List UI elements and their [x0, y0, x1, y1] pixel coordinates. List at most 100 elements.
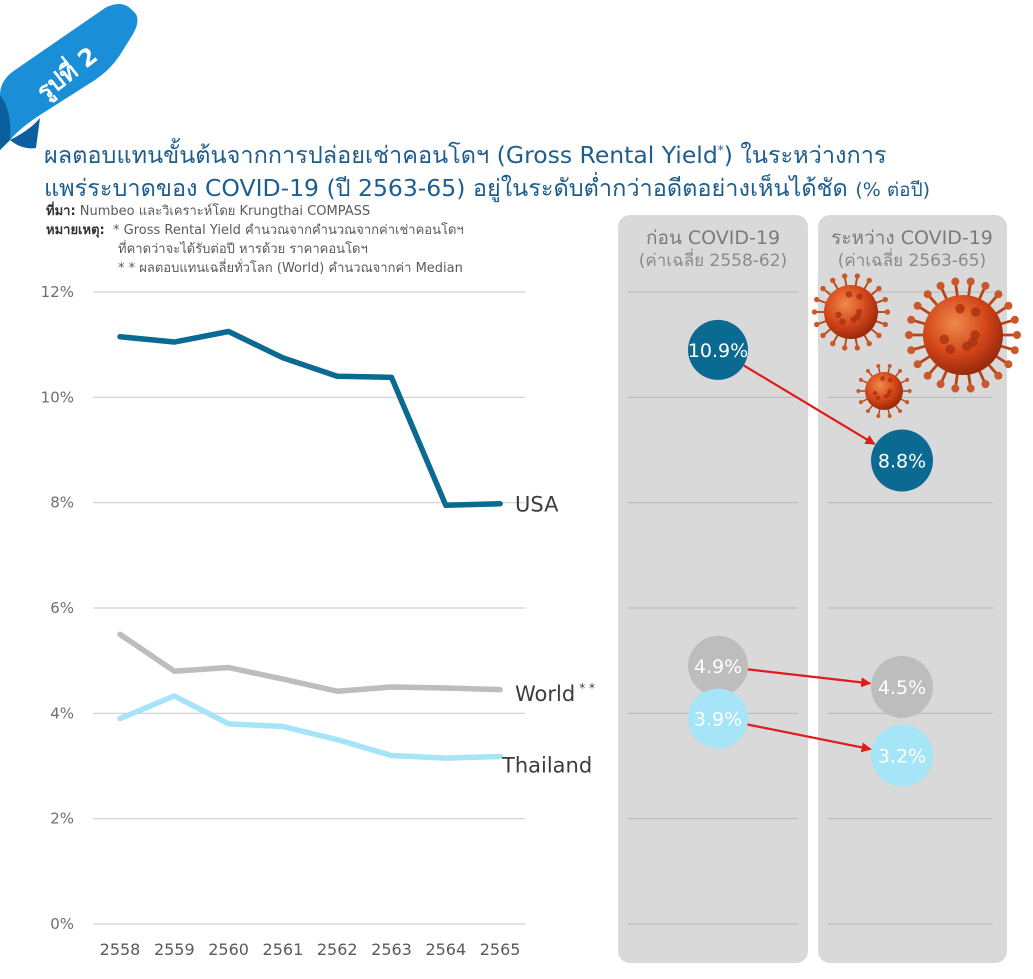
virus-spike-tip [905, 378, 909, 382]
virus-spike-tip [905, 331, 913, 339]
virus-spike-tip [907, 316, 915, 324]
virus-spike-tip [914, 360, 922, 368]
x-tick-label: 2560 [208, 940, 249, 959]
virus-spike-tip [994, 372, 1002, 380]
series-label-world: World * * [515, 681, 595, 706]
series-label-usa: USA [515, 493, 559, 517]
virus-spike-tip [885, 309, 890, 314]
virus-spot [876, 396, 881, 401]
virus-spike-tip [883, 297, 888, 302]
virus-spike-tip [898, 409, 902, 413]
virus-spike-tip [951, 278, 959, 286]
x-tick-label: 2565 [480, 940, 521, 959]
virus-spot [888, 378, 893, 383]
bubble-label-world-during: 4.5% [878, 677, 926, 699]
bubble-label-usa-before: 10.9% [688, 340, 748, 362]
virus-spike-tip [859, 378, 863, 382]
virus-spike-tip [888, 414, 892, 418]
virus-spike-tip [876, 364, 880, 368]
virus-spike-tip [937, 380, 945, 388]
virus-spike-tip [1013, 331, 1021, 339]
virus-spot [962, 342, 972, 352]
y-tick-label: 2% [50, 810, 74, 828]
virus-spot [971, 307, 981, 317]
virus-spike-tip [856, 389, 860, 393]
series-line-usa [120, 332, 500, 506]
virus-spike-tip [1011, 346, 1019, 354]
y-tick-label: 8% [50, 494, 74, 512]
x-tick-label: 2558 [100, 940, 141, 959]
virus-spike-tip [1004, 302, 1012, 310]
virus-spike-tip [1011, 316, 1019, 324]
virus-spike-tip [855, 273, 860, 278]
x-tick-label: 2563 [371, 940, 412, 959]
virus-spike-tip [994, 290, 1002, 298]
x-tick-label: 2559 [154, 940, 195, 959]
virus-spike-tip [937, 282, 945, 290]
virus-spike-tip [867, 341, 872, 346]
x-tick-label: 2561 [263, 940, 304, 959]
virus-spot [884, 394, 889, 399]
virus-spike-tip [967, 278, 975, 286]
virus-spike-tip [866, 369, 870, 373]
virus-spike-tip [842, 273, 847, 278]
chart-canvas: 0% 2% 4% 6% 8% 10% 12% 2558 2559 2560 2561 2562 256… [0, 0, 1033, 979]
virus-spike-tip [1004, 360, 1012, 368]
virus-spike-tip [907, 346, 915, 354]
virus-spike-tip [814, 297, 819, 302]
virus-spike-tip [905, 400, 909, 404]
virus-spike-tip [898, 369, 902, 373]
virus-spike-tip [876, 414, 880, 418]
series-line-thailand [120, 696, 500, 758]
virus-spike-tip [924, 372, 932, 380]
virus-spike-tip [908, 389, 912, 393]
bubble-label-world-before: 4.9% [694, 656, 742, 678]
virus-spot [846, 291, 852, 297]
series-line-world [120, 634, 500, 691]
virus-spike-tip [981, 282, 989, 290]
y-tick-label: 6% [50, 599, 74, 617]
virus-spike-tip [888, 364, 892, 368]
virus-spike-tip [820, 333, 825, 338]
virus-spot [945, 345, 955, 355]
virus-spike-tip [866, 409, 870, 413]
virus-spike-tip [812, 309, 817, 314]
virus-spot [955, 304, 965, 314]
virus-spike-tip [830, 278, 835, 283]
virus-spot [880, 376, 885, 381]
virus-spot [856, 293, 862, 299]
x-tick-label: 2564 [425, 940, 466, 959]
y-tick-label: 4% [50, 704, 74, 722]
virus-spike-tip [914, 302, 922, 310]
bubble-label-usa-during: 8.8% [878, 451, 926, 473]
virus-spot [873, 391, 878, 396]
panel-before-subtitle: (ค่าเฉลี่ย 2558-62) [639, 248, 787, 271]
virus-spot [835, 312, 841, 318]
virus-spike-tip [876, 333, 881, 338]
y-tick-label: 0% [50, 915, 74, 933]
panel-during-title: ระหว่าง COVID-19 [831, 227, 993, 249]
virus-spike-tip [883, 322, 888, 327]
virus-spike-tip [855, 345, 860, 350]
virus-spike-tip [924, 290, 932, 298]
virus-spike-tip [814, 322, 819, 327]
virus-spike-tip [876, 286, 881, 291]
virus-spike-tip [867, 278, 872, 283]
virus-spike-tip [820, 286, 825, 291]
virus-spike-tip [981, 380, 989, 388]
series-label-sup: * * [579, 681, 595, 695]
series-label-thailand: Thailand [501, 754, 592, 778]
x-tick-label: 2562 [317, 940, 358, 959]
panel-before-title: ก่อน COVID-19 [646, 227, 780, 249]
virus-spike-tip [830, 341, 835, 346]
virus-spike-tip [842, 345, 847, 350]
virus-spike-tip [951, 384, 959, 392]
panel-during-subtitle: (ค่าเฉลี่ย 2563-65) [838, 248, 986, 271]
virus-spot [850, 316, 856, 322]
virus-spike-tip [859, 400, 863, 404]
virus-spot [939, 334, 949, 344]
bubble-label-thailand-before: 3.9% [694, 709, 742, 731]
y-tick-label: 10% [41, 388, 74, 406]
y-tick-label: 12% [41, 283, 74, 301]
virus-spot [839, 318, 845, 324]
